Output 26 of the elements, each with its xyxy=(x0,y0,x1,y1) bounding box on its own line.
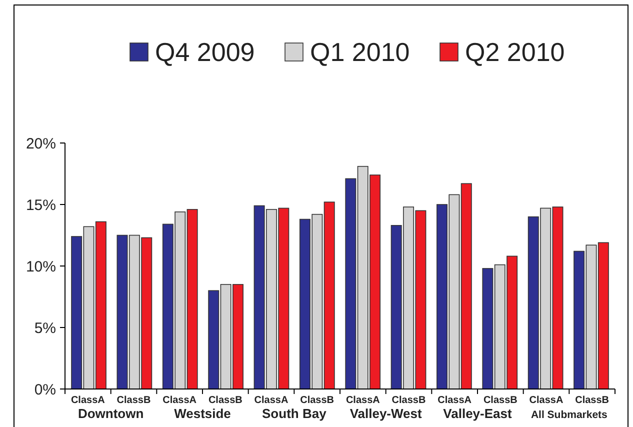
y-tick-label: 10% xyxy=(26,258,56,276)
x-tick-label: ClassA xyxy=(162,395,197,406)
x-tick-label: ClassA xyxy=(346,395,380,406)
x-tick-label: ClassA xyxy=(254,395,288,406)
x-tick-label: ClassA xyxy=(70,395,105,406)
legend-label: Q4 2009 xyxy=(155,37,255,68)
y-tick-label: 20% xyxy=(26,135,56,152)
x-tick-label: ClassB xyxy=(483,395,518,406)
text: South Bay xyxy=(262,406,328,421)
x-tick-label: ClassB xyxy=(300,395,334,406)
text: Valley-East xyxy=(443,406,512,421)
text: Downtown xyxy=(78,406,144,421)
y-tick-label: 5% xyxy=(34,320,56,337)
legend-label: Q2 2010 xyxy=(465,37,565,68)
x-tick-label: ClassA xyxy=(438,395,472,406)
x-tick-label: ClassB xyxy=(392,395,426,406)
text: Valley-West xyxy=(350,406,423,421)
y-tick-label: 15% xyxy=(26,196,56,214)
text: Westside xyxy=(174,406,231,421)
x-tick-label: ClassB xyxy=(575,395,610,406)
legend-label: Q1 2010 xyxy=(310,37,410,68)
x-tick-label: ClassB xyxy=(116,395,151,406)
x-tick-label: ClassA xyxy=(529,395,564,406)
x-tick-label: ClassB xyxy=(208,395,242,406)
text: All Submarkets xyxy=(530,409,608,421)
y-tick-label: 0% xyxy=(34,381,56,398)
